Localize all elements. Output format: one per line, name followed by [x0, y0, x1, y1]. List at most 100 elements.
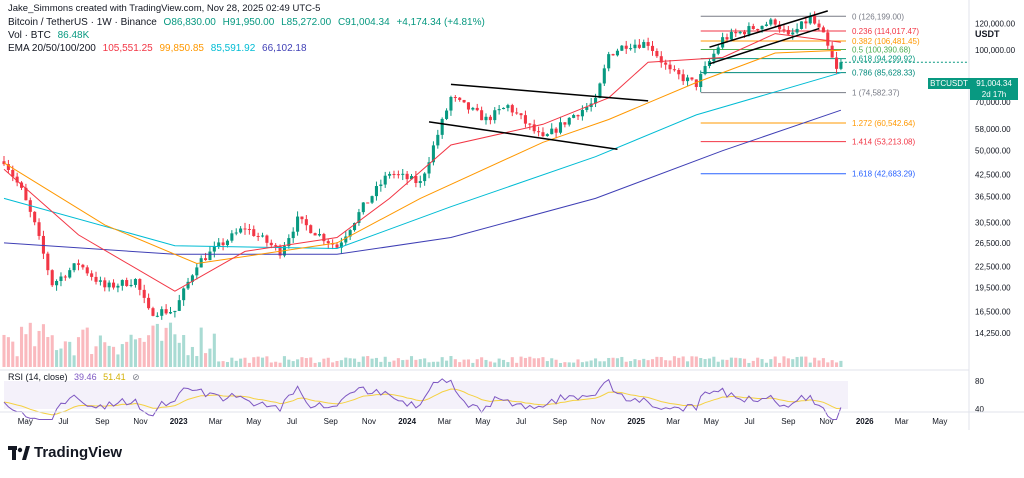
candle-body — [826, 32, 830, 46]
volume-bar — [558, 362, 563, 367]
volume-bar — [576, 359, 580, 367]
symbol-title: Bitcoin / TetherUS · 1W · Binance — [8, 17, 157, 28]
candle-body — [637, 44, 641, 48]
volume-bar — [769, 359, 773, 367]
volume-bar — [11, 341, 15, 367]
candle-body — [791, 32, 795, 35]
candle-body — [98, 280, 102, 282]
volume-bar — [528, 356, 532, 367]
volume-bar — [650, 359, 655, 367]
volume-label: Vol · BTC — [8, 30, 51, 41]
candle-body — [650, 45, 655, 52]
candle-body — [247, 228, 251, 230]
tradingview-logo[interactable]: TradingView — [8, 444, 122, 461]
x-tick-label: Mar — [209, 417, 223, 426]
rsi-ma-value: 51.41 — [103, 372, 126, 382]
volume-bar — [475, 359, 479, 367]
volume-group — [2, 322, 843, 367]
volume-bar — [484, 359, 488, 367]
candle-body — [252, 229, 256, 236]
candle-body — [742, 31, 747, 35]
volume-bar — [76, 337, 81, 367]
x-tick-label: May — [18, 417, 33, 426]
volume-bar — [125, 341, 129, 367]
candle-body — [821, 27, 825, 33]
candle-body — [63, 276, 67, 278]
candle-body — [721, 37, 725, 48]
ema50-line — [3, 49, 841, 265]
candle-body — [813, 15, 817, 24]
volume-bar — [799, 356, 804, 367]
candle-body — [24, 187, 28, 201]
volume-bar — [681, 356, 685, 367]
volume-bar — [813, 357, 817, 367]
candle-body — [177, 300, 181, 311]
y-tick-label: 16,500.00 — [975, 308, 1011, 317]
x-tick-label: Jul — [516, 417, 526, 426]
ema20-value: 105,551.25 — [102, 43, 153, 54]
ohlc-change: +4,174.34 (+4.81%) — [396, 17, 485, 28]
volume-bar — [742, 358, 747, 367]
candle-body — [300, 216, 304, 220]
candle-body — [830, 45, 834, 58]
currency-label: USDT — [975, 29, 1000, 39]
volume-bar — [138, 337, 142, 367]
volume-bar — [212, 333, 216, 367]
volume-bar — [304, 358, 308, 367]
volume-bar — [738, 358, 742, 367]
volume-bar — [589, 360, 593, 367]
candle-body — [133, 279, 137, 285]
candle-body — [168, 312, 173, 314]
candle-body — [747, 26, 751, 35]
volume-bar — [353, 358, 357, 367]
candle-body — [615, 50, 619, 56]
trendline — [450, 83, 649, 102]
volume-bar — [208, 348, 212, 367]
candle-body — [155, 315, 159, 317]
x-tick-label: Nov — [819, 417, 833, 426]
volume-bar — [247, 362, 251, 367]
candle-body — [545, 134, 549, 137]
volume-bar — [361, 356, 365, 367]
volume-bar — [427, 362, 431, 367]
candle-body — [164, 309, 168, 314]
volume-bar — [725, 359, 729, 367]
volume-bar — [221, 361, 225, 367]
candle-body — [808, 15, 812, 24]
candle-body — [677, 70, 681, 75]
ema200-value: 66,102.18 — [262, 43, 307, 54]
candle-body — [541, 132, 545, 137]
volume-bar — [2, 334, 6, 367]
candle-body — [462, 99, 466, 103]
candle-body — [221, 242, 225, 246]
candle-body — [120, 280, 124, 286]
volume-bar — [664, 360, 668, 367]
volume-bar — [6, 337, 10, 367]
candle-body — [348, 230, 352, 237]
volume-bar — [300, 357, 304, 367]
candle-body — [353, 222, 357, 231]
volume-bar — [225, 362, 230, 367]
candle-body — [567, 117, 571, 125]
rsi-line — [3, 378, 842, 421]
price-tag-price: 91,004.34 — [976, 79, 1012, 88]
candle-body — [15, 176, 19, 183]
volume-bar — [274, 361, 278, 367]
candle-body — [519, 113, 523, 116]
x-tick-label: May — [932, 417, 947, 426]
candle-body — [396, 174, 400, 176]
volume-bar — [33, 346, 37, 367]
volume-bar — [309, 357, 313, 367]
candle-body — [291, 231, 295, 239]
candle-body — [598, 83, 602, 98]
volume-bar — [379, 361, 383, 367]
y-tick-label: 100,000.00 — [975, 46, 1016, 55]
candle-body — [55, 281, 59, 286]
volume-bar — [760, 359, 764, 367]
volume-bar — [808, 362, 812, 367]
volume-bar — [686, 361, 690, 367]
candle-body — [655, 51, 659, 57]
rsi-settings-icon[interactable]: ⊘ — [132, 372, 140, 382]
y-tick-label: 42,500.00 — [975, 170, 1011, 179]
